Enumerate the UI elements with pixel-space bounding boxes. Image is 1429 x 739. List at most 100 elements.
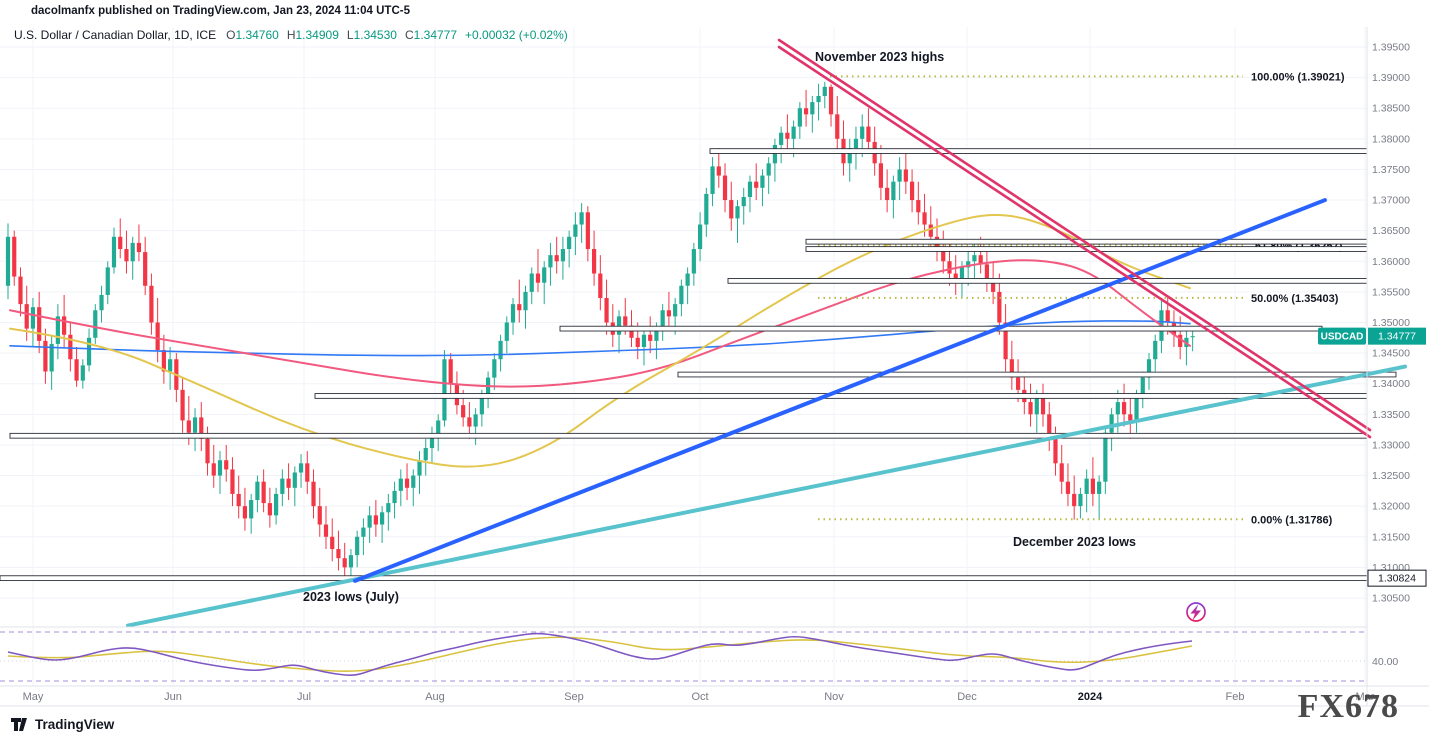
ohlc-values: O1.34760 H1.34909 L1.34530 C1.34777 +0.0…: [226, 28, 568, 42]
candle-body: [143, 252, 148, 286]
rsi-signal-line[interactable]: [7, 636, 1193, 672]
chart-annotation[interactable]: December 2023 lows: [1013, 535, 1136, 549]
time-axis-label: Nov: [824, 691, 844, 703]
downtrend-channel-lower[interactable]: [777, 45, 1372, 439]
candle-body: [1097, 481, 1102, 494]
candle-body: [866, 126, 871, 142]
level-line[interactable]: [9, 432, 1368, 439]
price-axis-label: 1.37500: [1372, 164, 1410, 176]
candle-body: [192, 417, 198, 433]
candle-body: [361, 527, 366, 537]
candle-body: [68, 334, 73, 360]
time-axis-label: Oct: [691, 691, 708, 703]
price-axis-label: 1.33500: [1372, 409, 1410, 421]
fib-level-label: 100.00% (1.39021): [1251, 71, 1345, 83]
fib-retracement[interactable]: 100.00% (1.39021)61.80% (1.36257)50.00% …: [818, 71, 1345, 526]
chart-annotation[interactable]: November 2023 highs: [815, 50, 944, 64]
text-annotations[interactable]: November 2023 highs December 2023 lows 202…: [303, 50, 1136, 604]
candle-body: [710, 166, 715, 194]
candle-body: [186, 420, 191, 433]
candle-body: [941, 249, 946, 262]
rsi-line[interactable]: [7, 632, 1193, 677]
candle-body: [30, 307, 36, 329]
candle-body: [797, 108, 802, 127]
candle-body: [1065, 481, 1071, 494]
price-axis-label: 1.34000: [1372, 378, 1410, 390]
level-line[interactable]: [314, 393, 1368, 399]
candle-body: [741, 196, 746, 207]
candle-body: [199, 417, 204, 439]
candle-body: [1128, 414, 1133, 421]
level-line[interactable]: [727, 278, 1368, 284]
candle-body: [261, 481, 266, 504]
level-line[interactable]: [677, 371, 1397, 378]
candle-body: [1059, 463, 1064, 482]
candle-body: [1140, 377, 1145, 396]
candle-body: [966, 261, 971, 268]
level-line[interactable]: [709, 148, 1368, 154]
candle-body: [991, 279, 996, 292]
candle-body: [230, 469, 235, 494]
candle-body: [311, 481, 316, 507]
candle-body: [891, 181, 896, 201]
candle-body: [49, 343, 54, 372]
candle-body: [1090, 478, 1095, 494]
candle-body: [716, 166, 721, 176]
candle-body: [467, 417, 472, 427]
symbol-title[interactable]: U.S. Dollar / Canadian Dollar, 1D, ICE: [14, 28, 217, 42]
candle-body: [205, 438, 210, 464]
open-value: O1.34760: [226, 28, 279, 42]
candle-body: [37, 307, 42, 341]
candle-body: [641, 334, 647, 347]
tradingview-logo-text: TradingView: [35, 716, 115, 732]
candle-body: [523, 291, 528, 311]
candle-body: [885, 187, 890, 201]
candle-body: [155, 322, 160, 351]
candle-body: [479, 395, 484, 415]
candle-body: [1134, 395, 1139, 421]
candle-body: [423, 448, 428, 461]
time-axis-label: May: [23, 691, 44, 703]
candle-body: [697, 224, 703, 250]
rsi-indicator-pane[interactable]: 40.00: [0, 631, 1398, 682]
high-value: H1.34909: [286, 28, 339, 42]
candle-body: [386, 503, 391, 513]
lightning-icon[interactable]: [1186, 602, 1206, 622]
candle-body: [1015, 377, 1021, 390]
change-value: +0.00032 (+0.02%): [465, 28, 568, 42]
highlighted-price-label-box: [1367, 569, 1427, 587]
candle-body: [74, 359, 79, 381]
tradingview-logo-icon: [11, 718, 27, 731]
candle-body: [111, 236, 117, 268]
candle-body: [24, 304, 29, 329]
price-axis-label: 1.33000: [1372, 439, 1410, 451]
price-axis-label: 1.35500: [1372, 286, 1410, 298]
uptrend-line-blue[interactable]: [353, 198, 1327, 583]
downtrend-channel-upper[interactable]: [777, 38, 1372, 432]
time-scale[interactable]: May Jun Jul Aug Sep Oct Nov Dec 2024 Feb Mar: [23, 691, 1375, 703]
candle-body: [1178, 334, 1183, 347]
candle-body: [554, 255, 559, 262]
chart-annotation[interactable]: 2023 lows (July): [303, 590, 399, 604]
price-axis-label: 1.36500: [1372, 225, 1410, 237]
candle-body: [336, 549, 341, 559]
candle-body: [124, 249, 129, 262]
price-scale[interactable]: 1.39500 1.39000 1.38500 1.38000 1.37500 1.370…: [1318, 42, 1427, 605]
ma-yellow-line[interactable]: [9, 213, 1191, 468]
level-line[interactable]: [0, 575, 1368, 582]
ma-pink-line[interactable]: [9, 259, 1191, 388]
candle-body: [404, 478, 410, 488]
candle-body: [5, 236, 11, 286]
uptrend-line-cyan[interactable]: [126, 364, 1407, 628]
candle-body: [492, 359, 497, 378]
candle-body: [922, 212, 927, 225]
candle-body: [161, 350, 166, 372]
symbol-info-bar[interactable]: U.S. Dollar / Canadian Dollar, 1D, ICE O…: [14, 28, 568, 42]
tradingview-footer[interactable]: TradingView: [10, 716, 114, 732]
candle-body: [217, 460, 223, 476]
candle-body: [604, 298, 609, 323]
price-axis-label: 1.39000: [1372, 72, 1410, 84]
ma-blue-line[interactable]: [9, 320, 1191, 357]
